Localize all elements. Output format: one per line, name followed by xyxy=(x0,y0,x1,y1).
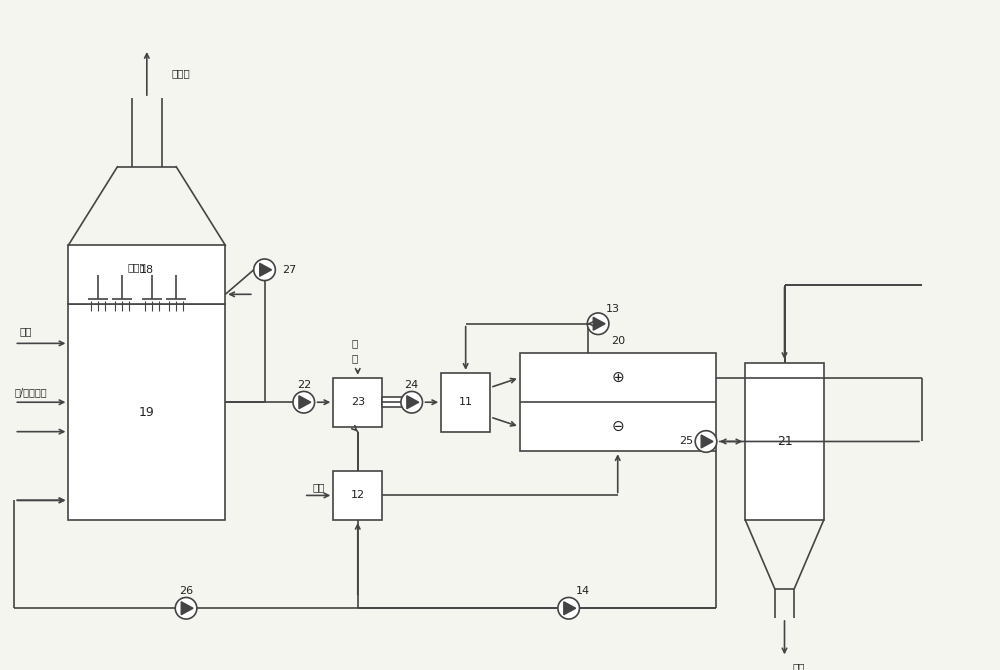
Text: 烟气: 烟气 xyxy=(19,326,32,336)
Text: 25: 25 xyxy=(679,436,693,446)
Bar xyxy=(441,373,490,431)
Bar xyxy=(333,378,382,427)
Circle shape xyxy=(695,431,717,452)
Polygon shape xyxy=(701,435,713,448)
Text: 结晶: 结晶 xyxy=(793,662,805,670)
Text: 13: 13 xyxy=(606,304,620,314)
Bar xyxy=(68,304,225,520)
Polygon shape xyxy=(299,396,311,409)
Bar xyxy=(333,471,382,520)
Text: 21: 21 xyxy=(777,435,792,448)
Circle shape xyxy=(558,598,579,619)
Polygon shape xyxy=(593,318,605,330)
Text: 硫酸: 硫酸 xyxy=(312,482,325,492)
Circle shape xyxy=(175,598,197,619)
Text: 22: 22 xyxy=(297,380,311,389)
Polygon shape xyxy=(260,263,272,276)
Text: 喷淋层: 喷淋层 xyxy=(128,262,146,272)
Text: 19: 19 xyxy=(139,405,155,419)
Circle shape xyxy=(401,391,422,413)
Text: 18: 18 xyxy=(140,265,154,275)
Text: 14: 14 xyxy=(576,586,590,596)
Polygon shape xyxy=(407,396,419,409)
Bar xyxy=(68,245,225,304)
Circle shape xyxy=(293,391,315,413)
Text: 23: 23 xyxy=(351,397,365,407)
Circle shape xyxy=(254,259,275,281)
Text: 氨: 氨 xyxy=(352,338,358,348)
Bar xyxy=(382,397,412,407)
Text: 11: 11 xyxy=(459,397,473,407)
Text: 水: 水 xyxy=(352,353,358,363)
Polygon shape xyxy=(564,602,576,614)
Text: 27: 27 xyxy=(282,265,296,275)
Bar xyxy=(745,363,824,520)
Text: 20: 20 xyxy=(611,336,625,346)
Text: 氨/尿素溶液: 氨/尿素溶液 xyxy=(14,387,47,397)
Text: 26: 26 xyxy=(179,586,193,596)
Circle shape xyxy=(587,313,609,334)
Text: 12: 12 xyxy=(351,490,365,500)
Text: 24: 24 xyxy=(405,380,419,389)
Text: ⊖: ⊖ xyxy=(611,419,624,434)
Text: ⊕: ⊕ xyxy=(611,371,624,385)
Text: 净烟气: 净烟气 xyxy=(171,68,190,78)
Bar xyxy=(520,353,716,452)
Polygon shape xyxy=(181,602,193,614)
